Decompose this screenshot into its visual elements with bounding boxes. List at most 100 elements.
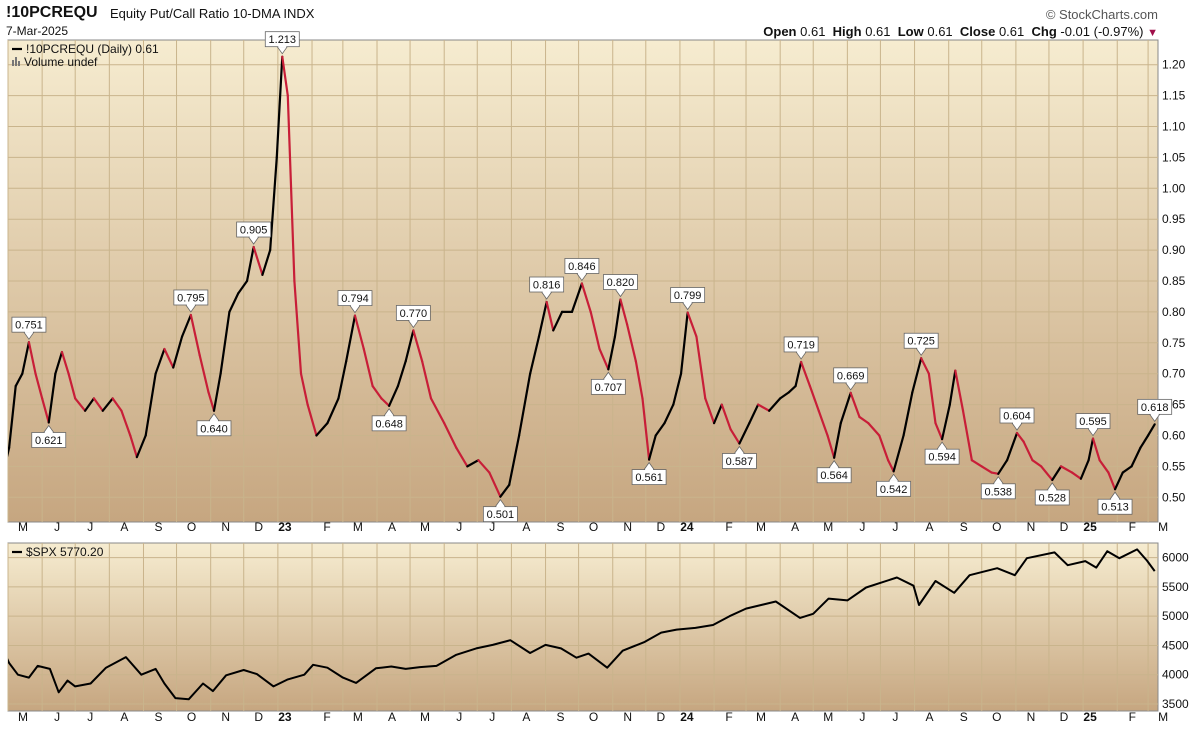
x-tick-label: N <box>221 710 230 724</box>
x-tick-label: D <box>1060 520 1069 534</box>
series-segment <box>948 369 957 406</box>
series-segment <box>619 298 629 326</box>
series-segment <box>286 94 296 283</box>
callout-label: 0.725 <box>907 336 935 348</box>
x-tick-label: M <box>420 710 430 724</box>
x-tick-label: A <box>120 520 128 534</box>
series-segment <box>654 422 666 437</box>
x-tick-label: A <box>522 710 530 724</box>
y-tick-label: 1.00 <box>1162 181 1186 195</box>
y-tick-label: 0.75 <box>1162 336 1186 350</box>
series-segment <box>598 347 610 371</box>
x-tick-label: F <box>1129 520 1136 534</box>
callout-label: 0.594 <box>928 452 956 464</box>
series-segment <box>135 434 147 459</box>
series-segment <box>163 347 175 369</box>
x-tick-label: O <box>992 520 1001 534</box>
value-callout: 0.820 <box>603 274 638 298</box>
y-tick-label: 0.70 <box>1162 367 1186 381</box>
series-segment <box>552 310 564 332</box>
series-segment <box>1146 423 1156 437</box>
series-segment <box>961 409 973 462</box>
x-tick-label: J <box>892 710 898 724</box>
series-segment <box>8 384 17 449</box>
callout-label: 0.669 <box>837 370 865 382</box>
x-tick-label: J <box>54 520 60 534</box>
x-tick-label: 25 <box>1083 710 1097 724</box>
x-tick-label: N <box>623 710 632 724</box>
chart-date: 7-Mar-2025 <box>6 24 69 38</box>
series-segment <box>779 391 791 400</box>
series-segment <box>337 360 348 400</box>
callout-label: 0.640 <box>200 423 228 435</box>
series-segment <box>663 403 675 425</box>
chg-value: -0.01 (-0.97%) <box>1060 24 1144 39</box>
series-segment <box>817 409 829 437</box>
series-segment <box>455 446 469 468</box>
callout-label: 0.595 <box>1079 416 1107 428</box>
value-callout: 0.846 <box>564 258 600 282</box>
x-tick-label: F <box>323 520 330 534</box>
x-tick-label: O <box>992 710 1001 724</box>
callout-label: 0.501 <box>487 509 515 521</box>
series-segment <box>293 279 303 375</box>
callout-label: 0.794 <box>341 293 369 305</box>
legend-label: !10PCREQU (Daily) 0.61 <box>26 42 159 56</box>
series-segment <box>672 372 683 406</box>
callout-label: 0.719 <box>787 339 815 351</box>
x-tick-label: A <box>926 710 934 724</box>
series-segment <box>144 372 157 437</box>
x-tick-label: 25 <box>1083 520 1097 534</box>
callout-label: 0.621 <box>35 435 63 447</box>
callout-label: 0.542 <box>880 484 908 496</box>
series-segment <box>902 391 914 437</box>
x-tick-label: 23 <box>278 520 292 534</box>
series-segment <box>466 459 480 468</box>
x-tick-label: O <box>589 710 598 724</box>
series-segment <box>421 360 433 400</box>
x-tick-label: M <box>1158 710 1168 724</box>
series-segment <box>34 372 44 400</box>
legend-label: $SPX 5770.20 <box>26 545 104 559</box>
y-tick-label: 3500 <box>1162 697 1189 711</box>
series-segment <box>686 311 698 338</box>
series-segment <box>67 372 77 400</box>
x-tick-label: F <box>725 710 732 724</box>
series-segment <box>794 360 803 388</box>
series-segment <box>858 415 870 425</box>
x-tick-label: A <box>388 520 396 534</box>
value-callout: 0.770 <box>395 305 431 329</box>
spx-line <box>8 548 1156 701</box>
value-callout: 0.618 <box>1137 398 1173 423</box>
series-segment <box>172 335 184 369</box>
data-point <box>2 475 4 477</box>
x-tick-label: S <box>154 710 162 724</box>
x-tick-label: D <box>656 710 665 724</box>
series-segment <box>738 422 751 445</box>
high-label: High <box>832 24 862 39</box>
x-tick-label: S <box>557 520 565 534</box>
series-segment <box>120 409 132 437</box>
callout-label: 0.561 <box>635 472 663 484</box>
series-segment <box>712 403 723 425</box>
x-tick-label: O <box>589 520 598 534</box>
series-segment <box>695 335 707 400</box>
x-tick-label: M <box>420 520 430 534</box>
series-segment <box>1087 437 1095 462</box>
value-callout: 0.707 <box>590 371 626 395</box>
x-tick-label: S <box>960 710 968 724</box>
series-segment <box>839 391 852 425</box>
series-segment <box>299 372 309 406</box>
series-segment <box>41 397 50 424</box>
x-tick-label: F <box>323 710 330 724</box>
series-segment <box>1070 471 1082 480</box>
value-callout: 1.213 <box>264 31 300 55</box>
value-callout: 0.561 <box>631 461 667 485</box>
series-segment <box>892 434 905 473</box>
series-segment <box>1015 431 1025 443</box>
series-segment <box>954 369 965 412</box>
callout-label: 0.538 <box>985 486 1013 498</box>
series-segment <box>613 298 622 338</box>
series-segment <box>111 397 123 412</box>
series-segment <box>757 403 771 412</box>
